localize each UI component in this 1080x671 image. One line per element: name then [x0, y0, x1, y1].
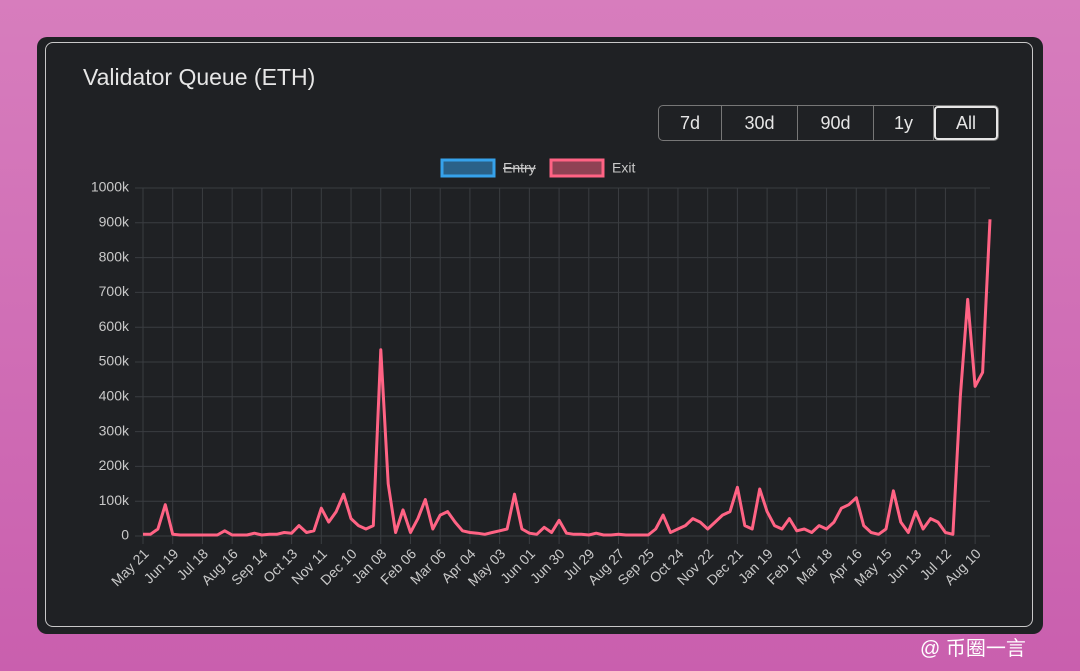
- y-tick-label: 900k: [99, 214, 130, 230]
- x-tick-label: Jun 13: [883, 545, 924, 586]
- range-button[interactable]: All: [934, 106, 998, 140]
- y-tick-label: 600k: [99, 318, 130, 334]
- card-border: [45, 42, 1033, 627]
- range-button[interactable]: 7d: [659, 106, 722, 140]
- y-tick-label: 100k: [99, 492, 130, 508]
- chart-title: Validator Queue (ETH): [83, 64, 316, 90]
- y-tick-label: 700k: [99, 283, 130, 299]
- range-button[interactable]: 1y: [874, 106, 934, 140]
- y-tick-label: 300k: [99, 422, 130, 438]
- range-buttons: 7d 30d 90d 1y All: [658, 105, 999, 141]
- y-tick-label: 500k: [99, 353, 130, 369]
- y-tick-label: 0: [121, 527, 129, 543]
- y-tick-label: 800k: [99, 248, 130, 264]
- y-tick-label: 400k: [99, 388, 130, 404]
- range-button[interactable]: 30d: [722, 106, 798, 140]
- watermark: @ 币圈一言: [920, 638, 1026, 660]
- x-tick-label: Jun 30: [527, 545, 568, 586]
- legend-swatch: [440, 158, 496, 178]
- legend-label: Entry: [503, 160, 536, 176]
- x-tick-label: May 21: [108, 545, 152, 589]
- y-tick-label: 1000k: [91, 179, 130, 195]
- range-button[interactable]: 90d: [798, 106, 874, 140]
- line-series: [143, 219, 992, 537]
- legend-label: Exit: [612, 160, 635, 176]
- legend-swatch: [549, 158, 605, 178]
- y-tick-label: 200k: [99, 457, 130, 473]
- x-tick-label: Jun 19: [140, 545, 181, 586]
